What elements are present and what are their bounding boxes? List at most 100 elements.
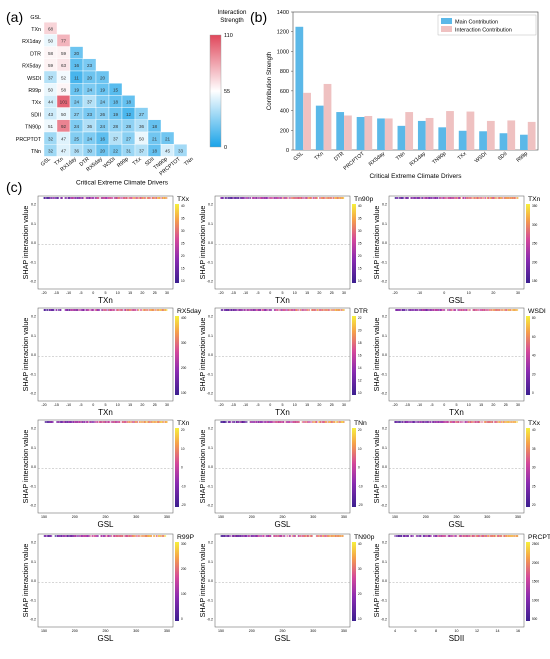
scatter-point — [235, 197, 237, 199]
scatter-x-tick-label: 5 — [105, 291, 107, 295]
scatter-point — [220, 421, 223, 423]
scatter-point — [306, 309, 309, 311]
scatter-point — [325, 197, 328, 199]
scatter-point — [434, 421, 437, 423]
scatter-point — [415, 535, 418, 537]
scatter-point — [477, 309, 480, 311]
heatmap-cell-value: 16 — [100, 136, 106, 141]
scatter-point — [428, 535, 431, 537]
scatter-point — [407, 197, 409, 199]
scatter-point — [265, 535, 267, 537]
scatter-point — [253, 421, 255, 423]
scatter-point — [221, 535, 224, 537]
scatter-point — [108, 535, 110, 537]
legend-swatch — [441, 26, 452, 32]
scatter-x-axis-title: TXn — [98, 408, 113, 417]
scatter-frame — [388, 533, 525, 628]
scatter-point — [236, 421, 239, 423]
scatter-y-tick-label: 0.0 — [31, 579, 36, 583]
scatter-x-tick-label: 20 — [140, 403, 144, 407]
scatter-point — [246, 309, 248, 311]
scatter-point — [137, 309, 140, 311]
scatter-point — [433, 535, 435, 537]
scatter-point — [156, 421, 159, 423]
scatter-point — [225, 309, 228, 311]
scatter-point — [91, 197, 94, 199]
heatmap-cell-value: 31 — [126, 148, 132, 153]
scatter-point — [443, 421, 445, 423]
heatmap-cell-value: 50 — [48, 87, 54, 92]
scatter-point — [77, 421, 80, 423]
scatter-point — [134, 535, 136, 537]
scatter-point — [447, 309, 450, 311]
scatter-point — [327, 535, 329, 537]
heatmap-cell-value: 50 — [61, 112, 67, 117]
scatter-point — [232, 197, 234, 199]
scatter-point — [288, 309, 290, 311]
scatter-point — [85, 309, 88, 311]
scatter-x-tick-label: 150 — [218, 629, 224, 633]
bar-plot-frame — [292, 11, 539, 151]
heatmap-cell-value: 18 — [152, 148, 158, 153]
scatter-point — [413, 197, 416, 199]
scatter-point — [401, 309, 404, 311]
scatter-point — [419, 197, 421, 199]
scatter-x-tick-label: 300 — [133, 629, 139, 633]
scatter-point — [413, 421, 416, 423]
scatter-point — [59, 535, 62, 537]
colorbar-tick-label: 20 — [358, 592, 362, 596]
scatter-point — [108, 309, 111, 311]
scatter-y-tick-label: 0.1 — [382, 222, 387, 226]
scatter-y-tick-label: 0.2 — [31, 315, 36, 319]
scatter-point — [451, 535, 453, 537]
scatter-point — [74, 535, 77, 537]
scatter-point — [237, 535, 240, 537]
scatter-x-tick-label: 4 — [394, 629, 396, 633]
scatter-point — [268, 421, 270, 423]
scatter-point — [496, 421, 499, 423]
scatter-y-tick-label: 0.2 — [208, 427, 213, 431]
scatter-point — [405, 309, 408, 311]
scatter-point — [49, 421, 52, 423]
scatter-colorbar-title: R99P — [177, 534, 194, 541]
scatter-y-tick-label: 0.0 — [208, 579, 213, 583]
colorbar-tick-label: 16 — [358, 354, 362, 358]
bar-y-tick-label: 1200 — [277, 30, 289, 36]
scatter-x-tick-label: 25 — [153, 291, 157, 295]
scatter-point — [503, 535, 506, 537]
scatter-point — [250, 535, 253, 537]
scatter-x-tick-label: 250 — [280, 629, 286, 633]
scatter-point — [150, 535, 152, 537]
heatmap-row-label: WSDI — [27, 76, 41, 82]
bar-y-tick-label: 800 — [280, 69, 289, 75]
scatter-point — [108, 421, 111, 423]
scatter-point — [96, 535, 99, 537]
scatter-point — [277, 197, 279, 199]
scatter-point — [254, 309, 257, 311]
colorbar-tick-label: 15 — [181, 267, 185, 271]
scatter-point — [510, 421, 513, 423]
scatter-point — [282, 309, 285, 311]
colorbar-tick-label: 30 — [358, 567, 362, 571]
scatter-point — [43, 197, 46, 199]
scatter-point — [52, 309, 55, 311]
scatter-point — [317, 535, 320, 537]
panel-label-a: (a) — [6, 9, 23, 25]
scatter-point — [434, 309, 436, 311]
scatter-x-axis-title: GSL — [448, 520, 465, 529]
scatter-point — [503, 421, 506, 423]
scatter-point — [407, 309, 410, 311]
colorbar-title-line1: Interaction — [218, 9, 247, 16]
scatter-point — [245, 421, 248, 423]
scatter-y-axis-title: SHAP interaction value — [21, 544, 30, 618]
scatter-point — [76, 309, 79, 311]
scatter-point — [82, 197, 85, 199]
scatter-subplot: 0.2 0.1 0.0 -0.1 -0.2 -20 -15 -10 -5 0 5 10 15 20 25 30… — [21, 307, 202, 417]
scatter-y-tick-label: 0.0 — [208, 353, 213, 357]
scatter-y-axis-title: SHAP interaction value — [372, 544, 381, 618]
colorbar-tick-label: 0 — [532, 391, 534, 395]
scatter-point — [422, 535, 425, 537]
scatter-point — [488, 421, 491, 423]
colorbar-tick-label: 25 — [532, 484, 536, 488]
